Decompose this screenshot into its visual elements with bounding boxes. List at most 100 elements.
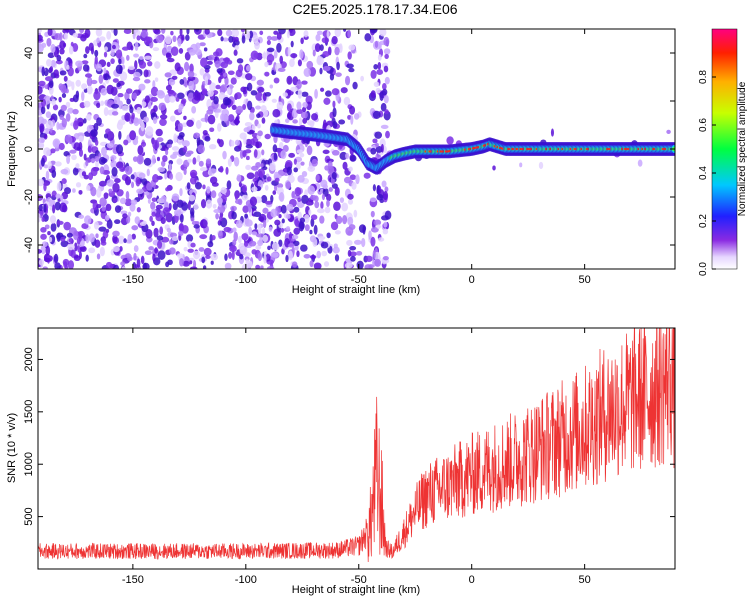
heatmap-cell	[125, 190, 130, 200]
heatmap-cell	[340, 87, 348, 94]
heatmap-cell	[257, 123, 261, 129]
heatmap-cell	[238, 181, 242, 188]
heatmap-cell	[290, 40, 294, 48]
heatmap-cell	[273, 152, 278, 161]
heatmap-cell	[246, 172, 255, 180]
heatmap-cell	[270, 208, 277, 218]
heatmap-cell	[86, 113, 92, 121]
heatmap-cell	[41, 98, 47, 108]
heatmap-cell	[207, 54, 216, 61]
heatmap-cell	[49, 215, 57, 224]
colorbar-tick-label: 0.8	[698, 70, 709, 84]
heatmap-cell	[143, 157, 152, 166]
heatmap-cell	[90, 167, 98, 177]
heatmap-cell	[178, 47, 184, 54]
heatmap-cell	[101, 157, 108, 164]
heatmap-cell	[248, 129, 255, 134]
heatmap-cell	[257, 252, 262, 262]
heatmap-cell	[103, 107, 109, 117]
heatmap-cell	[270, 252, 279, 258]
heatmap-cell	[220, 61, 229, 69]
heatmap-cell	[168, 202, 172, 211]
heatmap-cell	[370, 90, 376, 99]
heatmap-cell	[384, 210, 392, 220]
heatmap-cell	[159, 226, 164, 235]
heatmap-cell	[118, 58, 122, 65]
heatmap-cell	[199, 234, 208, 240]
heatmap-cell	[101, 146, 107, 157]
heatmap-cell	[233, 49, 238, 56]
x-tick-label: -150	[122, 274, 144, 286]
heatmap-cell	[213, 209, 221, 214]
heatmap-cell	[291, 234, 299, 240]
heatmap-cell	[277, 183, 284, 189]
heatmap-cell	[187, 248, 194, 253]
heatmap-cell	[45, 170, 50, 180]
heatmap-cell	[231, 104, 237, 110]
heatmap-cell	[293, 206, 300, 213]
heatmap-cell	[222, 150, 227, 160]
heatmap-cell	[152, 253, 156, 262]
heatmap-cell	[247, 203, 252, 213]
heatmap-cell	[165, 84, 172, 91]
heatmap-cell	[114, 205, 122, 213]
heatmap-cell	[143, 116, 150, 123]
heatmap-cell	[141, 178, 148, 186]
heatmap-cell	[296, 161, 301, 170]
heatmap-cell	[219, 214, 223, 222]
heatmap-cell	[172, 35, 177, 43]
heatmap-cell	[322, 119, 327, 130]
heatmap-cell	[150, 201, 156, 210]
heatmap-cell	[64, 264, 69, 269]
heatmap-cell	[186, 182, 191, 190]
heatmap-cell	[384, 109, 389, 115]
heatmap-cell	[101, 206, 106, 212]
heatmap-cell	[300, 244, 308, 252]
heatmap-cell	[43, 164, 49, 169]
heatmap-cell	[189, 266, 198, 269]
heatmap-cell	[285, 181, 292, 189]
heatmap-cell	[381, 180, 387, 188]
heatmap-cell	[127, 233, 133, 243]
heatmap-cell	[88, 42, 94, 51]
heatmap-cell	[56, 181, 62, 192]
heatmap-cell	[255, 91, 263, 101]
heatmap-cell	[299, 49, 304, 59]
heatmap-cell	[212, 204, 217, 209]
heatmap-cell	[133, 117, 140, 127]
heatmap-cell	[204, 75, 209, 86]
heatmap-cell	[291, 108, 298, 119]
heatmap-cell	[299, 152, 305, 158]
heatmap-cell	[338, 43, 343, 54]
heatmap-cell	[228, 251, 233, 259]
heatmap-cell	[113, 29, 118, 36]
heatmap-cell	[242, 184, 248, 193]
heatmap-cell	[303, 214, 310, 224]
heatmap-cell	[234, 45, 239, 50]
heatmap-cell	[255, 105, 261, 110]
heatmap-cell	[93, 90, 101, 101]
heatmap-cell	[286, 166, 292, 176]
heatmap-cell	[342, 29, 347, 32]
heatmap-cell	[328, 187, 333, 192]
heatmap-cell	[277, 67, 286, 73]
heatmap-cell	[60, 104, 67, 112]
heatmap-cell	[236, 58, 244, 64]
heatmap-cell	[347, 29, 351, 38]
heatmap-cell	[40, 227, 47, 233]
heatmap-cell	[225, 166, 229, 175]
heatmap-cell	[169, 95, 176, 103]
heatmap-cell	[373, 64, 379, 70]
heatmap-cell	[217, 29, 223, 37]
heatmap-cell	[211, 190, 217, 199]
heatmap-cell	[209, 176, 218, 184]
heatmap-cell	[227, 114, 235, 122]
heatmap-cell	[121, 56, 125, 65]
heatmap-cell	[311, 158, 318, 167]
colorbar-gradient	[711, 28, 738, 270]
heatmap-cell	[205, 158, 212, 165]
heatmap-cell	[302, 106, 307, 113]
heatmap-cell	[353, 209, 358, 218]
snr-panel: -150 -100 -50 0 50 500 1000 1500 2000 Height of …	[6, 327, 676, 596]
heatmap-cell	[383, 36, 390, 47]
